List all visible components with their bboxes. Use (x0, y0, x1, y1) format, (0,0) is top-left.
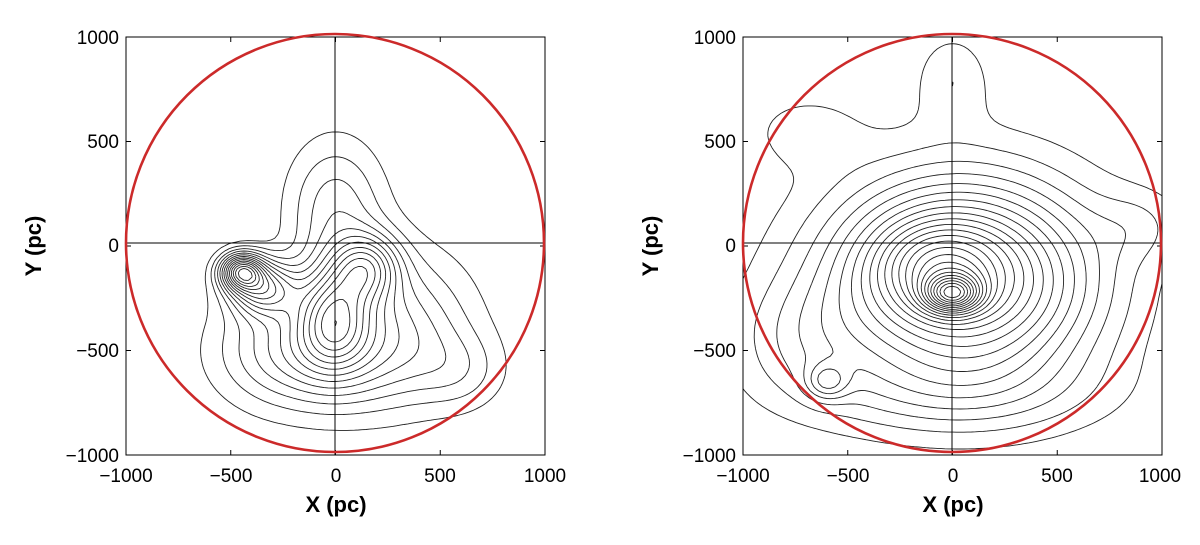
y-tick-label: 500 (704, 132, 736, 153)
x-tick-label: −500 (827, 466, 870, 487)
contour-level-8 (225, 246, 387, 370)
x-tick-label: 500 (424, 466, 456, 487)
y-axis-label: Y (pc) (638, 216, 663, 277)
contour-lines (742, 43, 1163, 450)
x-tick-label: 500 (1041, 466, 1073, 487)
y-tick-label: 1000 (694, 28, 736, 49)
contour-level-10 (877, 218, 1034, 338)
right-contour-plot: −1000 −500 0 500 1000 1000 500 0 −500 −1… (638, 28, 1181, 517)
contour-level-4 (217, 211, 447, 396)
contour-lines (200, 131, 507, 431)
contour-level-2 (210, 156, 488, 416)
x-tick-label: 0 (331, 466, 342, 487)
contour-level-5 (219, 228, 420, 389)
contour-level-8 (860, 206, 1054, 359)
x-tick-label: 0 (948, 466, 959, 487)
x-tick-label: −1000 (716, 466, 769, 487)
contour-level-9 (227, 252, 382, 364)
contour-level-7 (850, 199, 1065, 372)
contour-level-13 (898, 234, 1006, 322)
contour-level-2 (753, 81, 1159, 433)
contour-level-22 (936, 280, 969, 303)
contour-level-4 (798, 173, 1100, 410)
y-tick-label: 0 (725, 236, 736, 257)
x-tick-label: 1000 (524, 466, 566, 487)
contour-level-12 (891, 229, 1015, 325)
x-axis-label: X (pc) (922, 492, 983, 517)
y-tick-label: −500 (76, 341, 119, 362)
x-tick-label: −500 (210, 466, 253, 487)
y-tick-label: 1000 (77, 28, 119, 49)
y-tick-label: −1000 (66, 446, 119, 467)
contour-level-15 (911, 246, 992, 316)
contour-level-24 (943, 285, 962, 299)
contour-level-6 (221, 235, 400, 382)
contour-level-10 (228, 257, 376, 358)
contour-level-19 (927, 271, 977, 309)
y-tick-label: −1000 (683, 446, 736, 467)
contour-level-16 (916, 254, 988, 314)
y-tick-label: 500 (87, 132, 119, 153)
contour-level-1 (742, 43, 1163, 450)
x-tick-label: 1000 (1139, 466, 1181, 487)
red-boundary-circle (124, 32, 546, 454)
contour-level-1 (200, 131, 507, 431)
contour-level-3 (214, 178, 470, 405)
contour-level-17 (920, 261, 984, 312)
y-axis-label: Y (pc) (21, 216, 46, 277)
left-contour-plot: −1000 −500 0 500 1000 1000 500 0 −500 −1… (21, 28, 566, 517)
x-tick-label: −1000 (99, 466, 152, 487)
contour-level-6 (817, 191, 1075, 389)
contour-level-5 (810, 183, 1087, 399)
contour-level-21 (933, 277, 972, 305)
y-tick-label: −500 (693, 341, 736, 362)
x-axis-label: X (pc) (305, 492, 366, 517)
contour-level-11 (884, 223, 1025, 330)
contour-level-20 (930, 274, 974, 307)
contour-level-12 (232, 263, 351, 343)
y-tick-label: 0 (108, 236, 119, 257)
contour-level-11 (230, 262, 368, 351)
contour-level-9 (869, 212, 1044, 347)
contour-level-14 (237, 268, 253, 281)
contour-level-23 (939, 282, 965, 301)
contour-level-18 (924, 267, 980, 310)
red-boundary-circle (741, 32, 1163, 454)
